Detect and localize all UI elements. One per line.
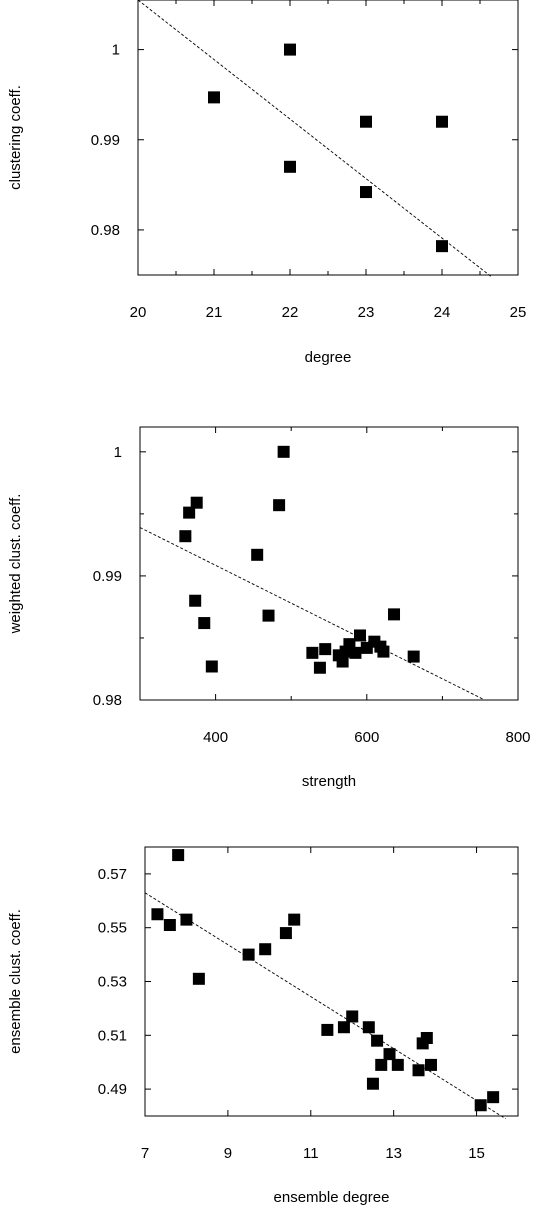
y-tick-label: 0.49 [98,1081,127,1098]
x-tick-label: 24 [434,304,451,321]
y-axis-label: ensemble clust. coeff. [7,909,24,1054]
data-point [353,629,366,642]
data-point [183,506,196,519]
y-tick-label: 0.98 [93,692,122,709]
data-point [420,1031,433,1044]
y-tick-label: 1 [112,42,120,59]
data-point [377,645,390,658]
x-tick-label: 800 [505,729,530,746]
x-tick-label: 25 [510,304,527,321]
data-point [412,1064,425,1077]
x-tick-label: 13 [385,1145,402,1162]
x-tick-label: 600 [354,729,379,746]
data-point [192,972,205,985]
data-point [407,650,420,663]
data-point [424,1058,437,1071]
data-point [189,594,202,607]
x-tick-label: 23 [358,304,375,321]
fit-line [139,527,485,701]
x-tick-label: 9 [224,1145,232,1162]
x-tick-label: 15 [468,1145,485,1162]
data-point [198,617,211,630]
y-tick-label: 0.51 [98,1027,127,1044]
data-point [279,927,292,940]
y-axis-label: clustering coeff. [7,85,24,190]
data-point [319,643,332,656]
y-axis-label: weighted clust. coeff. [7,494,24,635]
panel-strength-weighted-clustering: 0.98 0.99 1 400 600 800 strength weighted clust… [7,426,531,790]
data-point [436,240,448,253]
data-point [242,948,255,961]
data-point [474,1099,487,1112]
data-point [284,160,296,173]
x-axis-label: ensemble degree [274,1189,390,1206]
data-point [172,849,185,862]
data-point [277,445,290,458]
data-point [251,548,264,561]
data-point [273,499,286,512]
x-tick-label: 20 [130,304,147,321]
data-point [360,115,372,128]
data-point [337,1021,350,1034]
data-point [388,608,401,621]
x-tick-label: 7 [141,1145,149,1162]
data-point [362,1021,375,1034]
y-tick-label: 0.99 [93,568,122,585]
x-tick-label: 400 [203,729,228,746]
data-point [180,913,193,926]
y-tick-label: 0.53 [98,974,127,991]
data-point [321,1023,334,1036]
y-tick-label: 0.98 [91,222,120,239]
data-point [163,919,176,932]
data-point [371,1034,384,1047]
x-tick-label: 21 [206,304,223,321]
data-point [436,115,448,128]
data-point [313,661,326,674]
panel-ensemble-degree-clustering: 0.49 0.51 0.53 0.55 0.57 7 9 11 13 15 ensemble deg… [7,846,519,1206]
data-point [346,1010,359,1023]
y-tick-label: 0.55 [98,920,127,937]
data-point [208,91,220,104]
y-tick-label: 0.57 [98,866,127,883]
data-point [375,1058,388,1071]
data-point [366,1077,379,1090]
plot-frame [139,426,519,701]
data-point [179,530,192,543]
data-point [259,943,272,956]
data-point [205,660,218,673]
y-tick-label: 1 [114,444,122,461]
x-axis-label: degree [305,349,352,366]
data-point [336,655,349,668]
plot-frame [137,0,519,276]
data-point [284,43,296,56]
data-point [349,646,362,659]
data-point [360,186,372,199]
data-point [306,646,319,659]
data-point [262,609,275,622]
x-axis-label: strength [302,773,356,790]
fit-line [137,0,492,278]
data-point [288,913,301,926]
data-point [487,1091,500,1104]
x-tick-label: 11 [303,1145,319,1162]
data-point [190,496,203,509]
data-point [151,908,164,921]
x-tick-label: 22 [282,304,299,321]
y-tick-label: 0.99 [91,132,120,149]
fit-line [144,892,506,1120]
panel-degree-clustering: 0.98 0.99 1 20 21 22 23 24 25 degree clustering co… [7,0,526,366]
data-point [383,1048,396,1061]
data-point [391,1058,404,1071]
